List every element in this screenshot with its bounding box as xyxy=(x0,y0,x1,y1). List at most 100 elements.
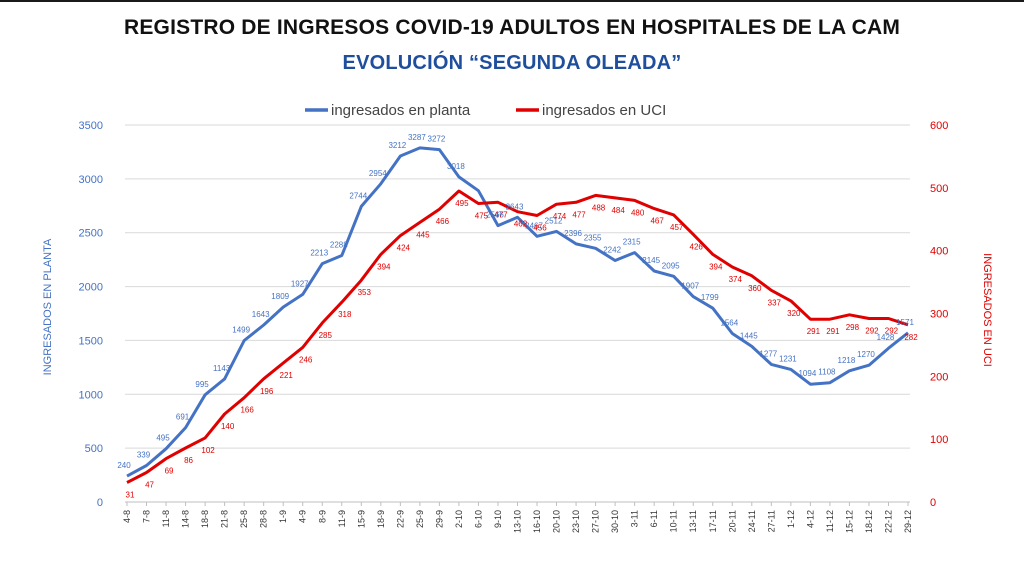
x-tick-label: 27-10 xyxy=(591,510,601,533)
x-tick-label: 7-8 xyxy=(142,510,152,523)
x-tick-label: 11-12 xyxy=(825,510,835,532)
data-label-planta: 2213 xyxy=(310,249,328,258)
y-tick-label: 2000 xyxy=(79,282,103,294)
data-label-uci: 374 xyxy=(729,275,743,284)
data-label-uci: 426 xyxy=(690,242,704,251)
chart-subtitle: EVOLUCIÓN “SEGUNDA OLEADA” xyxy=(342,52,682,74)
top-border xyxy=(0,0,1024,2)
data-label-uci: 282 xyxy=(904,333,918,342)
y-tick-label: 1000 xyxy=(79,389,103,401)
y-axis-left-title: INGRESADOS EN PLANTA xyxy=(42,238,54,375)
data-label-uci: 480 xyxy=(631,208,645,217)
data-label-uci: 31 xyxy=(126,491,135,500)
data-label-planta: 1270 xyxy=(857,350,875,359)
x-tick-label: 16-10 xyxy=(532,510,542,533)
x-tick-label: 6-11 xyxy=(649,510,659,527)
y-tick-label: 3500 xyxy=(79,120,103,132)
x-tick-label: 15-9 xyxy=(356,510,366,528)
data-label-uci: 318 xyxy=(338,310,352,319)
x-tick-label: 24-11 xyxy=(747,510,757,532)
series-lines xyxy=(126,146,909,484)
x-tick-label: 1-12 xyxy=(786,510,796,528)
x-tick-label: 11-9 xyxy=(337,510,347,527)
data-label-planta: 3018 xyxy=(447,162,465,171)
x-tick-label: 14-8 xyxy=(181,510,191,528)
y2-tick-label: 400 xyxy=(930,246,948,258)
data-label-uci: 394 xyxy=(709,262,723,271)
x-tick-label: 13-10 xyxy=(513,510,523,533)
data-label-planta: 1445 xyxy=(740,331,758,340)
data-label-uci: 102 xyxy=(201,446,215,455)
y-tick-label: 2500 xyxy=(79,228,103,240)
data-label-uci: 394 xyxy=(377,262,391,271)
x-tick-label: 29-12 xyxy=(903,510,913,533)
data-label-planta: 339 xyxy=(137,450,151,459)
data-label-planta: 1643 xyxy=(252,310,270,319)
y2-tick-label: 100 xyxy=(930,434,948,446)
data-label-uci: 462 xyxy=(514,220,528,229)
x-tick-label: 8-9 xyxy=(317,510,327,523)
x-tick-label: 4-9 xyxy=(298,510,308,523)
x-tick-label: 4-8 xyxy=(122,510,132,523)
data-label-uci: 298 xyxy=(846,323,860,332)
data-label-uci: 475 xyxy=(475,212,489,221)
legend: ingresados en planta ingresados en UCI xyxy=(305,102,666,119)
series-line-planta xyxy=(126,146,909,478)
data-label-planta: 2145 xyxy=(642,256,660,265)
data-label-planta: 2095 xyxy=(662,261,680,270)
y-tick-label: 500 xyxy=(85,443,103,455)
x-tick-label: 6-10 xyxy=(473,510,483,528)
y-tick-label: 3000 xyxy=(79,174,103,186)
x-tick-label: 9-10 xyxy=(493,510,503,528)
data-label-uci: 457 xyxy=(670,223,684,232)
data-label-planta: 2288 xyxy=(330,241,348,250)
data-label-planta: 2242 xyxy=(603,246,621,255)
y2-tick-label: 500 xyxy=(930,183,948,195)
y-axis-right-ticks: 0 100 200 300 400 500 600 xyxy=(930,120,948,509)
x-tick-label: 3-11 xyxy=(630,510,640,527)
data-label-planta: 995 xyxy=(195,380,209,389)
data-label-planta: 2355 xyxy=(584,233,602,242)
data-label-uci: 477 xyxy=(572,210,586,219)
data-label-planta: 2954 xyxy=(369,169,387,178)
y-tick-label: 0 xyxy=(97,497,103,509)
data-label-uci: 477 xyxy=(494,210,508,219)
series-line-uci xyxy=(126,189,909,484)
data-label-uci: 484 xyxy=(611,206,625,215)
data-label-planta: 2744 xyxy=(349,191,367,200)
data-label-planta: 1143 xyxy=(213,364,231,373)
data-label-uci: 320 xyxy=(787,309,801,318)
data-label-planta: 1927 xyxy=(291,279,309,288)
x-tick-label: 30-10 xyxy=(610,510,620,533)
y2-tick-label: 600 xyxy=(930,120,948,132)
data-label-uci: 140 xyxy=(221,422,235,431)
x-tick-label: 17-11 xyxy=(708,510,718,532)
data-label-uci: 360 xyxy=(748,284,762,293)
data-label-uci: 86 xyxy=(184,456,193,465)
data-label-planta: 2643 xyxy=(506,202,524,211)
x-tick-label: 21-8 xyxy=(220,510,230,528)
x-tick-label: 1-9 xyxy=(278,510,288,523)
x-tick-label: 10-11 xyxy=(669,510,679,532)
legend-label-planta: ingresados en planta xyxy=(331,102,471,119)
x-tick-label: 20-10 xyxy=(552,510,562,533)
y2-tick-label: 200 xyxy=(930,371,948,383)
data-label-uci: 495 xyxy=(455,199,469,208)
data-label-planta: 1799 xyxy=(701,293,719,302)
data-label-planta: 2467 xyxy=(525,221,543,230)
data-label-uci: 291 xyxy=(826,327,840,336)
data-label-uci: 291 xyxy=(807,327,821,336)
x-tick-label: 23-10 xyxy=(571,510,581,533)
y-axis-left-ticks: 0 500 1000 1500 2000 2500 3000 3500 xyxy=(79,120,103,509)
y2-tick-label: 300 xyxy=(930,309,948,321)
data-label-planta: 1231 xyxy=(779,354,797,363)
x-tick-label: 18-9 xyxy=(376,510,386,528)
x-tick-label: 25-9 xyxy=(415,510,425,528)
data-label-planta: 691 xyxy=(176,413,190,422)
data-label-uci: 69 xyxy=(165,467,174,476)
y2-tick-label: 0 xyxy=(930,497,936,509)
legend-label-uci: ingresados en UCI xyxy=(542,102,666,119)
data-label-planta: 240 xyxy=(117,461,131,470)
x-tick-label: 2-10 xyxy=(454,510,464,528)
